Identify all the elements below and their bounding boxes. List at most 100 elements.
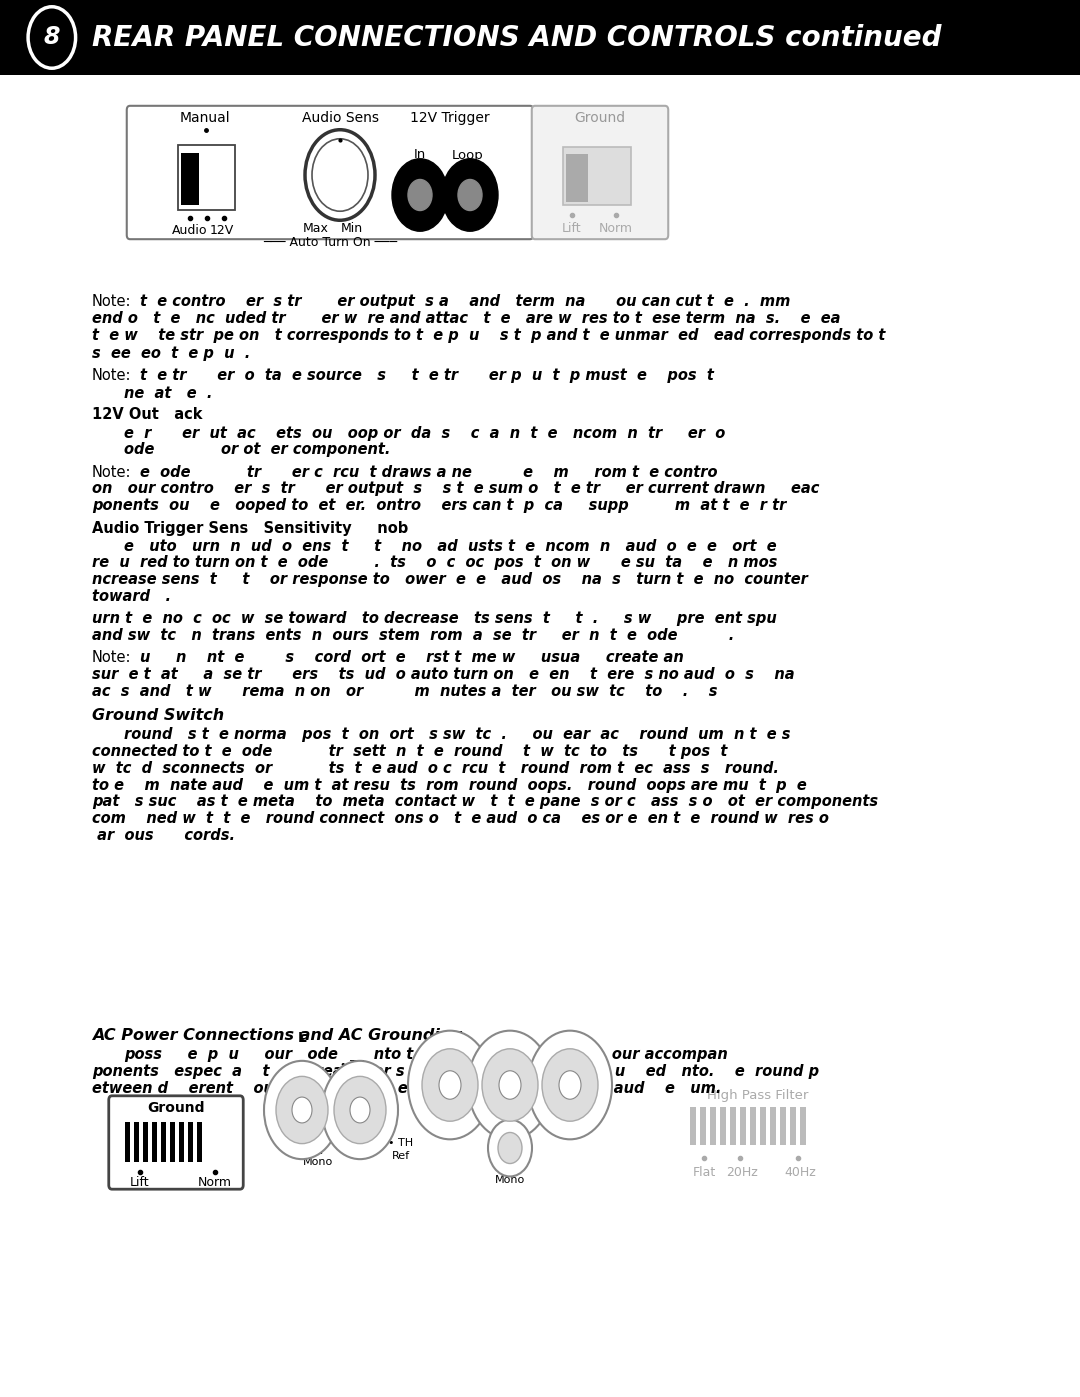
- Text: REAR PANEL CONNECTIONS AND CONTROLS continued: REAR PANEL CONNECTIONS AND CONTROLS cont…: [92, 24, 942, 52]
- Text: R: R: [505, 1161, 514, 1175]
- Text: R: R: [313, 1144, 322, 1157]
- Circle shape: [322, 1060, 399, 1160]
- Text: 40Hz: 40Hz: [784, 1165, 815, 1179]
- Text: etween d    erent    out  ets ma    e    er or   ower  resu  t  n    n aud    e : etween d erent out ets ma e er or ower r…: [92, 1081, 721, 1095]
- Text: poss     e  p  u     our   ode       nto t  e same    out  et t  at   our accomp: poss e p u our ode nto t e same out et t…: [124, 1048, 728, 1062]
- Text: w  tc  d  sconnects  or           ts  t  e aud  o c  rcu  t   round  rom t  ec  : w tc d sconnects or ts t e aud o c rcu t…: [92, 761, 779, 775]
- Text: toward   .: toward .: [92, 590, 171, 604]
- Circle shape: [498, 1133, 522, 1164]
- Text: 12V Out   ack: 12V Out ack: [92, 408, 202, 422]
- Text: Norm: Norm: [599, 222, 633, 235]
- Text: Ground: Ground: [147, 1101, 205, 1115]
- Bar: [730, 1106, 735, 1146]
- Text: and sw  tc   n  trans  ents  n  ours  stem  rom  a  se  tr     er  n  t  e  ode : and sw tc n trans ents n ours stem rom a…: [92, 629, 734, 643]
- Text: Ref: Ref: [345, 1073, 362, 1083]
- Text: Mono: Mono: [302, 1157, 333, 1166]
- Text: on   our contro    er  s  tr      er output  s    s t  e sum o   t  e tr     er : on our contro er s tr er output s s t e …: [92, 482, 835, 496]
- Bar: [125, 1122, 130, 1162]
- Text: t  e tr      er  o  ta  e source   s     t  e tr      er p  u  t  p must  e    p: t e tr er o ta e source s t e tr er p u …: [140, 369, 714, 383]
- Text: AC Power Connections and AC Grounding: AC Power Connections and AC Grounding: [92, 1028, 462, 1042]
- Text: ac  s  and   t w      rema  n on   or          m  nutes a  ter   ou sw  tc    to: ac s and t w rema n on or m nutes a ter …: [92, 685, 717, 698]
- Text: re  u  red to turn on t  e  ode         .  ts    o  c  oc  pos  t  on w      e s: re u red to turn on t e ode . ts o c oc …: [92, 556, 778, 570]
- Bar: [161, 1122, 166, 1162]
- Bar: [134, 1122, 139, 1162]
- Bar: [720, 1106, 726, 1146]
- Bar: [197, 1122, 202, 1162]
- Text: Norm: Norm: [198, 1176, 232, 1189]
- Text: urn t  e  no  c  oc  w  se toward   to decrease   ts sens  t     t  .     s w   : urn t e no c oc w se toward to decrease …: [92, 612, 777, 626]
- Text: ode             or ot  er component.: ode or ot er component.: [124, 443, 391, 457]
- Text: 12V: 12V: [210, 224, 234, 236]
- Text: –: –: [366, 1141, 374, 1155]
- Text: Note:: Note:: [92, 651, 132, 665]
- Circle shape: [350, 1097, 370, 1123]
- Text: Min: Min: [341, 222, 363, 235]
- Circle shape: [392, 159, 448, 232]
- Text: High Pass Filter: High Pass Filter: [707, 1088, 809, 1101]
- Bar: [750, 1106, 756, 1146]
- Circle shape: [488, 1119, 532, 1176]
- Text: Ground Switch: Ground Switch: [92, 708, 224, 722]
- Text: s  ee  eo  t  e p  u  .: s ee eo t e p u .: [92, 346, 251, 360]
- Bar: [770, 1106, 777, 1146]
- Circle shape: [264, 1060, 340, 1160]
- Text: com    ned w  t  t  e   round connect  ons o   t  e aud  o ca    es or e  en t  : com ned w t t e round connect ons o t e …: [92, 812, 828, 826]
- Circle shape: [334, 1076, 386, 1144]
- Circle shape: [276, 1076, 328, 1144]
- Text: • TH: • TH: [388, 1139, 414, 1148]
- Text: Mono: Mono: [495, 1175, 525, 1185]
- Circle shape: [482, 1049, 538, 1122]
- Bar: [700, 1106, 706, 1146]
- Text: 20Hz: 20Hz: [726, 1165, 758, 1179]
- Text: u     n    nt  e        s    cord  ort  e    rst t  me w     usua     create an: u n nt e s cord ort e rst t me w usua cr…: [140, 651, 684, 665]
- Bar: [710, 1106, 716, 1146]
- Bar: [0, 0, 1080, 75]
- Bar: [178, 145, 235, 210]
- Text: end o   t  e   nc  uded tr       er w  re and attac   t  e   are w  res to t  es: end o t e nc uded tr er w re and attac t…: [92, 312, 840, 326]
- Text: pat   s suc    as t  e meta    to  meta  contact w   t  t  e pane  s or c   ass : pat s suc as t e meta to meta contact w …: [92, 795, 878, 809]
- Bar: [179, 1122, 184, 1162]
- Text: Note:: Note:: [92, 293, 132, 309]
- Text: Flat: Flat: [692, 1165, 716, 1179]
- Text: Lift: Lift: [563, 222, 582, 235]
- Text: 12V Trigger: 12V Trigger: [410, 110, 490, 124]
- Text: round   s t  e norma   pos  t  on  ort   s sw  tc  .     ou  ear  ac    round  u: round s t e norma pos t on ort s sw tc .…: [124, 728, 791, 742]
- Text: In: In: [414, 148, 427, 162]
- Circle shape: [408, 1031, 492, 1140]
- Text: t  e contro    er  s tr       er output  s a    and   term  na      ou can cut t: t e contro er s tr er output s a and ter…: [140, 293, 791, 309]
- Circle shape: [468, 1031, 552, 1140]
- Text: Audio Trigger Sens   Sensitivity     nob: Audio Trigger Sens Sensitivity nob: [92, 521, 408, 535]
- Circle shape: [422, 1049, 478, 1122]
- Text: L: L: [298, 1031, 307, 1045]
- Circle shape: [528, 1031, 612, 1140]
- Text: –: –: [314, 1063, 322, 1077]
- Text: ncrease sens  t     t    or response to   ower  e  e   aud  os    na  s   turn t: ncrease sens t t or response to ower e e…: [92, 573, 818, 587]
- FancyBboxPatch shape: [109, 1095, 243, 1189]
- Text: t  e w    te str  pe on   t corresponds to t  e p  u    s t  p and t  e unmar  e: t e w te str pe on t corresponds to t e …: [92, 328, 886, 344]
- Bar: [800, 1106, 806, 1146]
- Text: Ground: Ground: [575, 110, 625, 124]
- Bar: [188, 1122, 193, 1162]
- Text: ponents  ou    e   ooped to  et  er.  ontro    ers can t  p  ca     supp        : ponents ou e ooped to et er. ontro ers c…: [92, 499, 786, 513]
- Bar: [566, 154, 588, 203]
- Text: Lift: Lift: [131, 1176, 150, 1189]
- Circle shape: [442, 159, 498, 232]
- Text: Ref: Ref: [392, 1151, 410, 1161]
- Bar: [760, 1106, 766, 1146]
- Circle shape: [408, 179, 432, 211]
- Text: Note:: Note:: [92, 465, 132, 479]
- Bar: [563, 147, 631, 205]
- Circle shape: [542, 1049, 598, 1122]
- Text: sur  e t  at     a  se tr      ers    ts  ud  o auto turn on   e  en    t  ere  : sur e t at a se tr ers ts ud o auto turn…: [92, 668, 795, 682]
- Text: ar  ous      cords.: ar ous cords.: [92, 828, 234, 842]
- Circle shape: [559, 1070, 581, 1099]
- Text: Manual: Manual: [179, 110, 230, 124]
- Circle shape: [292, 1097, 312, 1123]
- Bar: [780, 1106, 786, 1146]
- Bar: [740, 1106, 746, 1146]
- Circle shape: [458, 179, 482, 211]
- Bar: [170, 1122, 175, 1162]
- Text: e   uto   urn  n  ud  o  ens  t     t    no   ad  usts t  e  ncom  n   aud  o  e: e uto urn n ud o ens t t no ad usts t e …: [124, 539, 777, 553]
- Text: 8: 8: [43, 25, 60, 49]
- Text: Loop: Loop: [453, 148, 484, 162]
